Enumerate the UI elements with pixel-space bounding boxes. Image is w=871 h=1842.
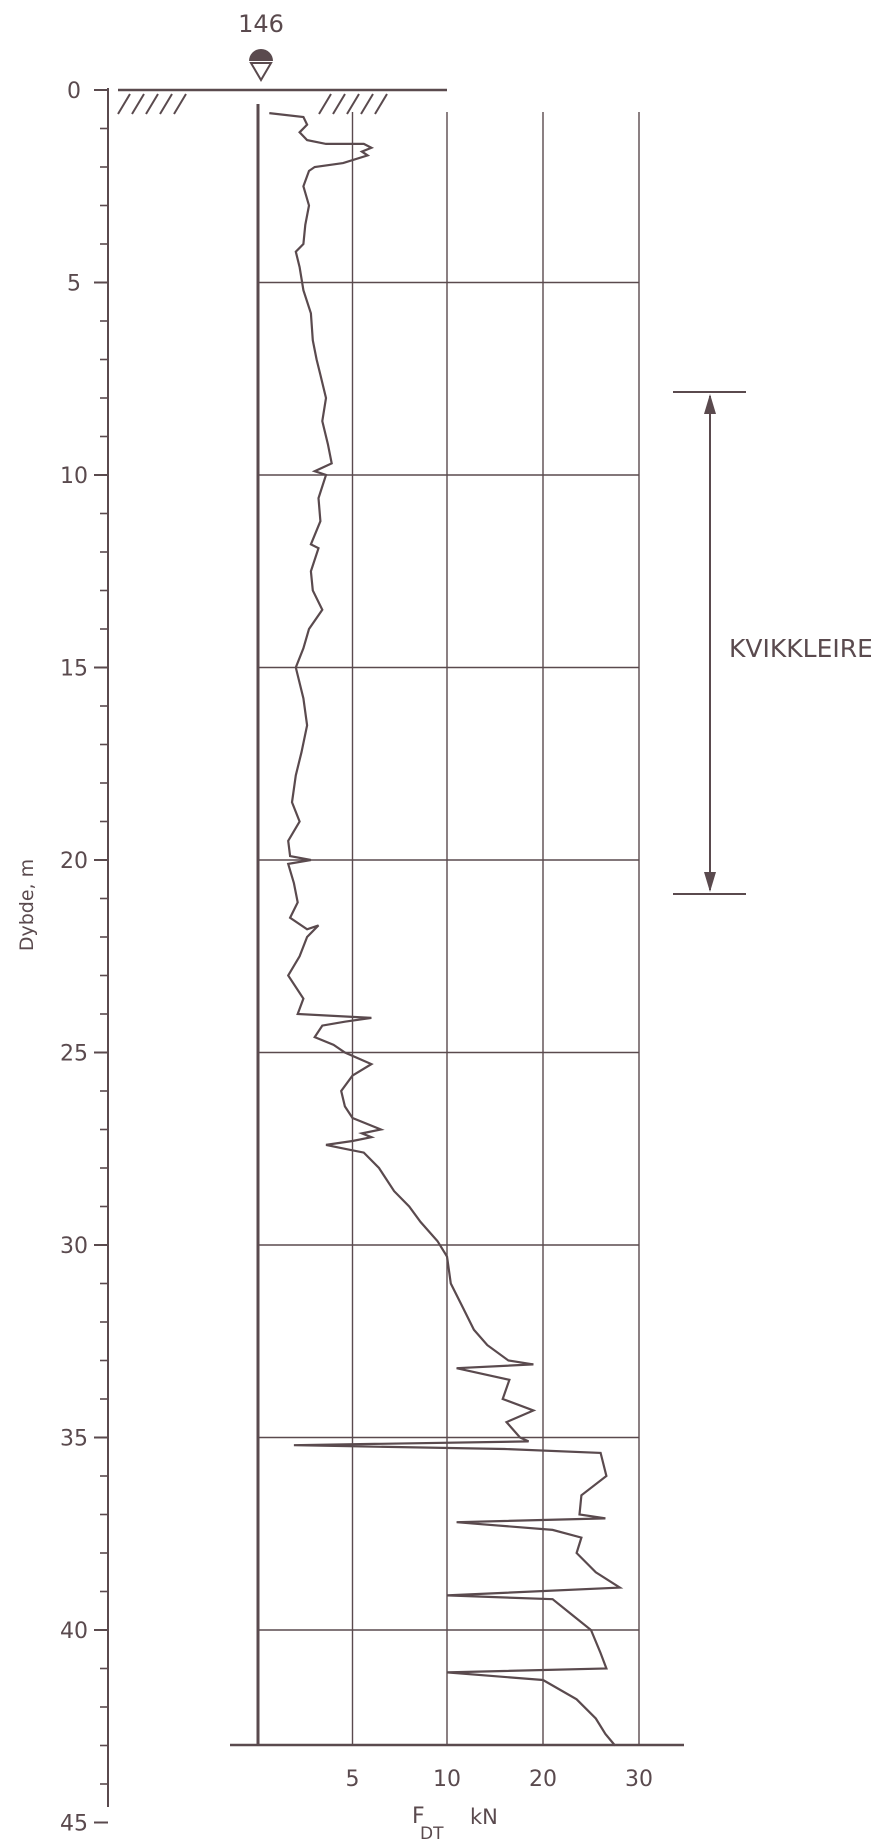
borehole-marker-icon — [249, 49, 273, 61]
vertical-gridlines — [351, 112, 640, 1746]
depth-minor-ticks — [100, 127, 108, 1785]
depth-tick-label: 30 — [60, 1234, 88, 1259]
depth-tick-label: 25 — [60, 1042, 88, 1067]
y-axis-label: Dybde, m — [16, 859, 38, 951]
x-axis-label-subscript: DT — [420, 1824, 444, 1842]
annotation-arrow-up-icon — [704, 394, 716, 414]
annotation-arrow-down-icon — [704, 872, 716, 892]
depth-tick-label: 35 — [60, 1427, 88, 1452]
depth-tick-label: 15 — [60, 657, 88, 682]
depth-tick-label: 5 — [67, 272, 81, 297]
depth-tick-label: 40 — [60, 1619, 88, 1644]
quick-clay-annotation: KVIKKLEIRE — [673, 391, 871, 895]
depth-tick-label: 45 — [60, 1812, 88, 1837]
depth-ticks: 0 5 10 15 20 25 30 35 40 45 — [60, 79, 108, 1837]
water-level-icon — [249, 62, 273, 82]
force-tick-label: 30 — [625, 1767, 653, 1792]
annotation-label: KVIKKLEIRE — [729, 634, 871, 663]
series-line-force — [269, 112, 624, 1747]
x-axis-label: F — [412, 1804, 425, 1829]
depth-tick-label: 10 — [60, 464, 88, 489]
force-tick-label: 20 — [529, 1767, 557, 1792]
depth-tick-label: 20 — [60, 849, 88, 874]
force-tick-label: 5 — [346, 1767, 360, 1792]
depth-tick-label: 0 — [67, 79, 81, 104]
force-tick-label: 10 — [433, 1767, 461, 1792]
ground-hatching — [117, 93, 388, 115]
horizontal-gridlines — [258, 281, 639, 1631]
force-tick-labels: 5 10 20 30 — [346, 1767, 654, 1792]
x-axis-unit: kN — [470, 1805, 498, 1829]
borehole-id-label: 146 — [238, 10, 284, 38]
